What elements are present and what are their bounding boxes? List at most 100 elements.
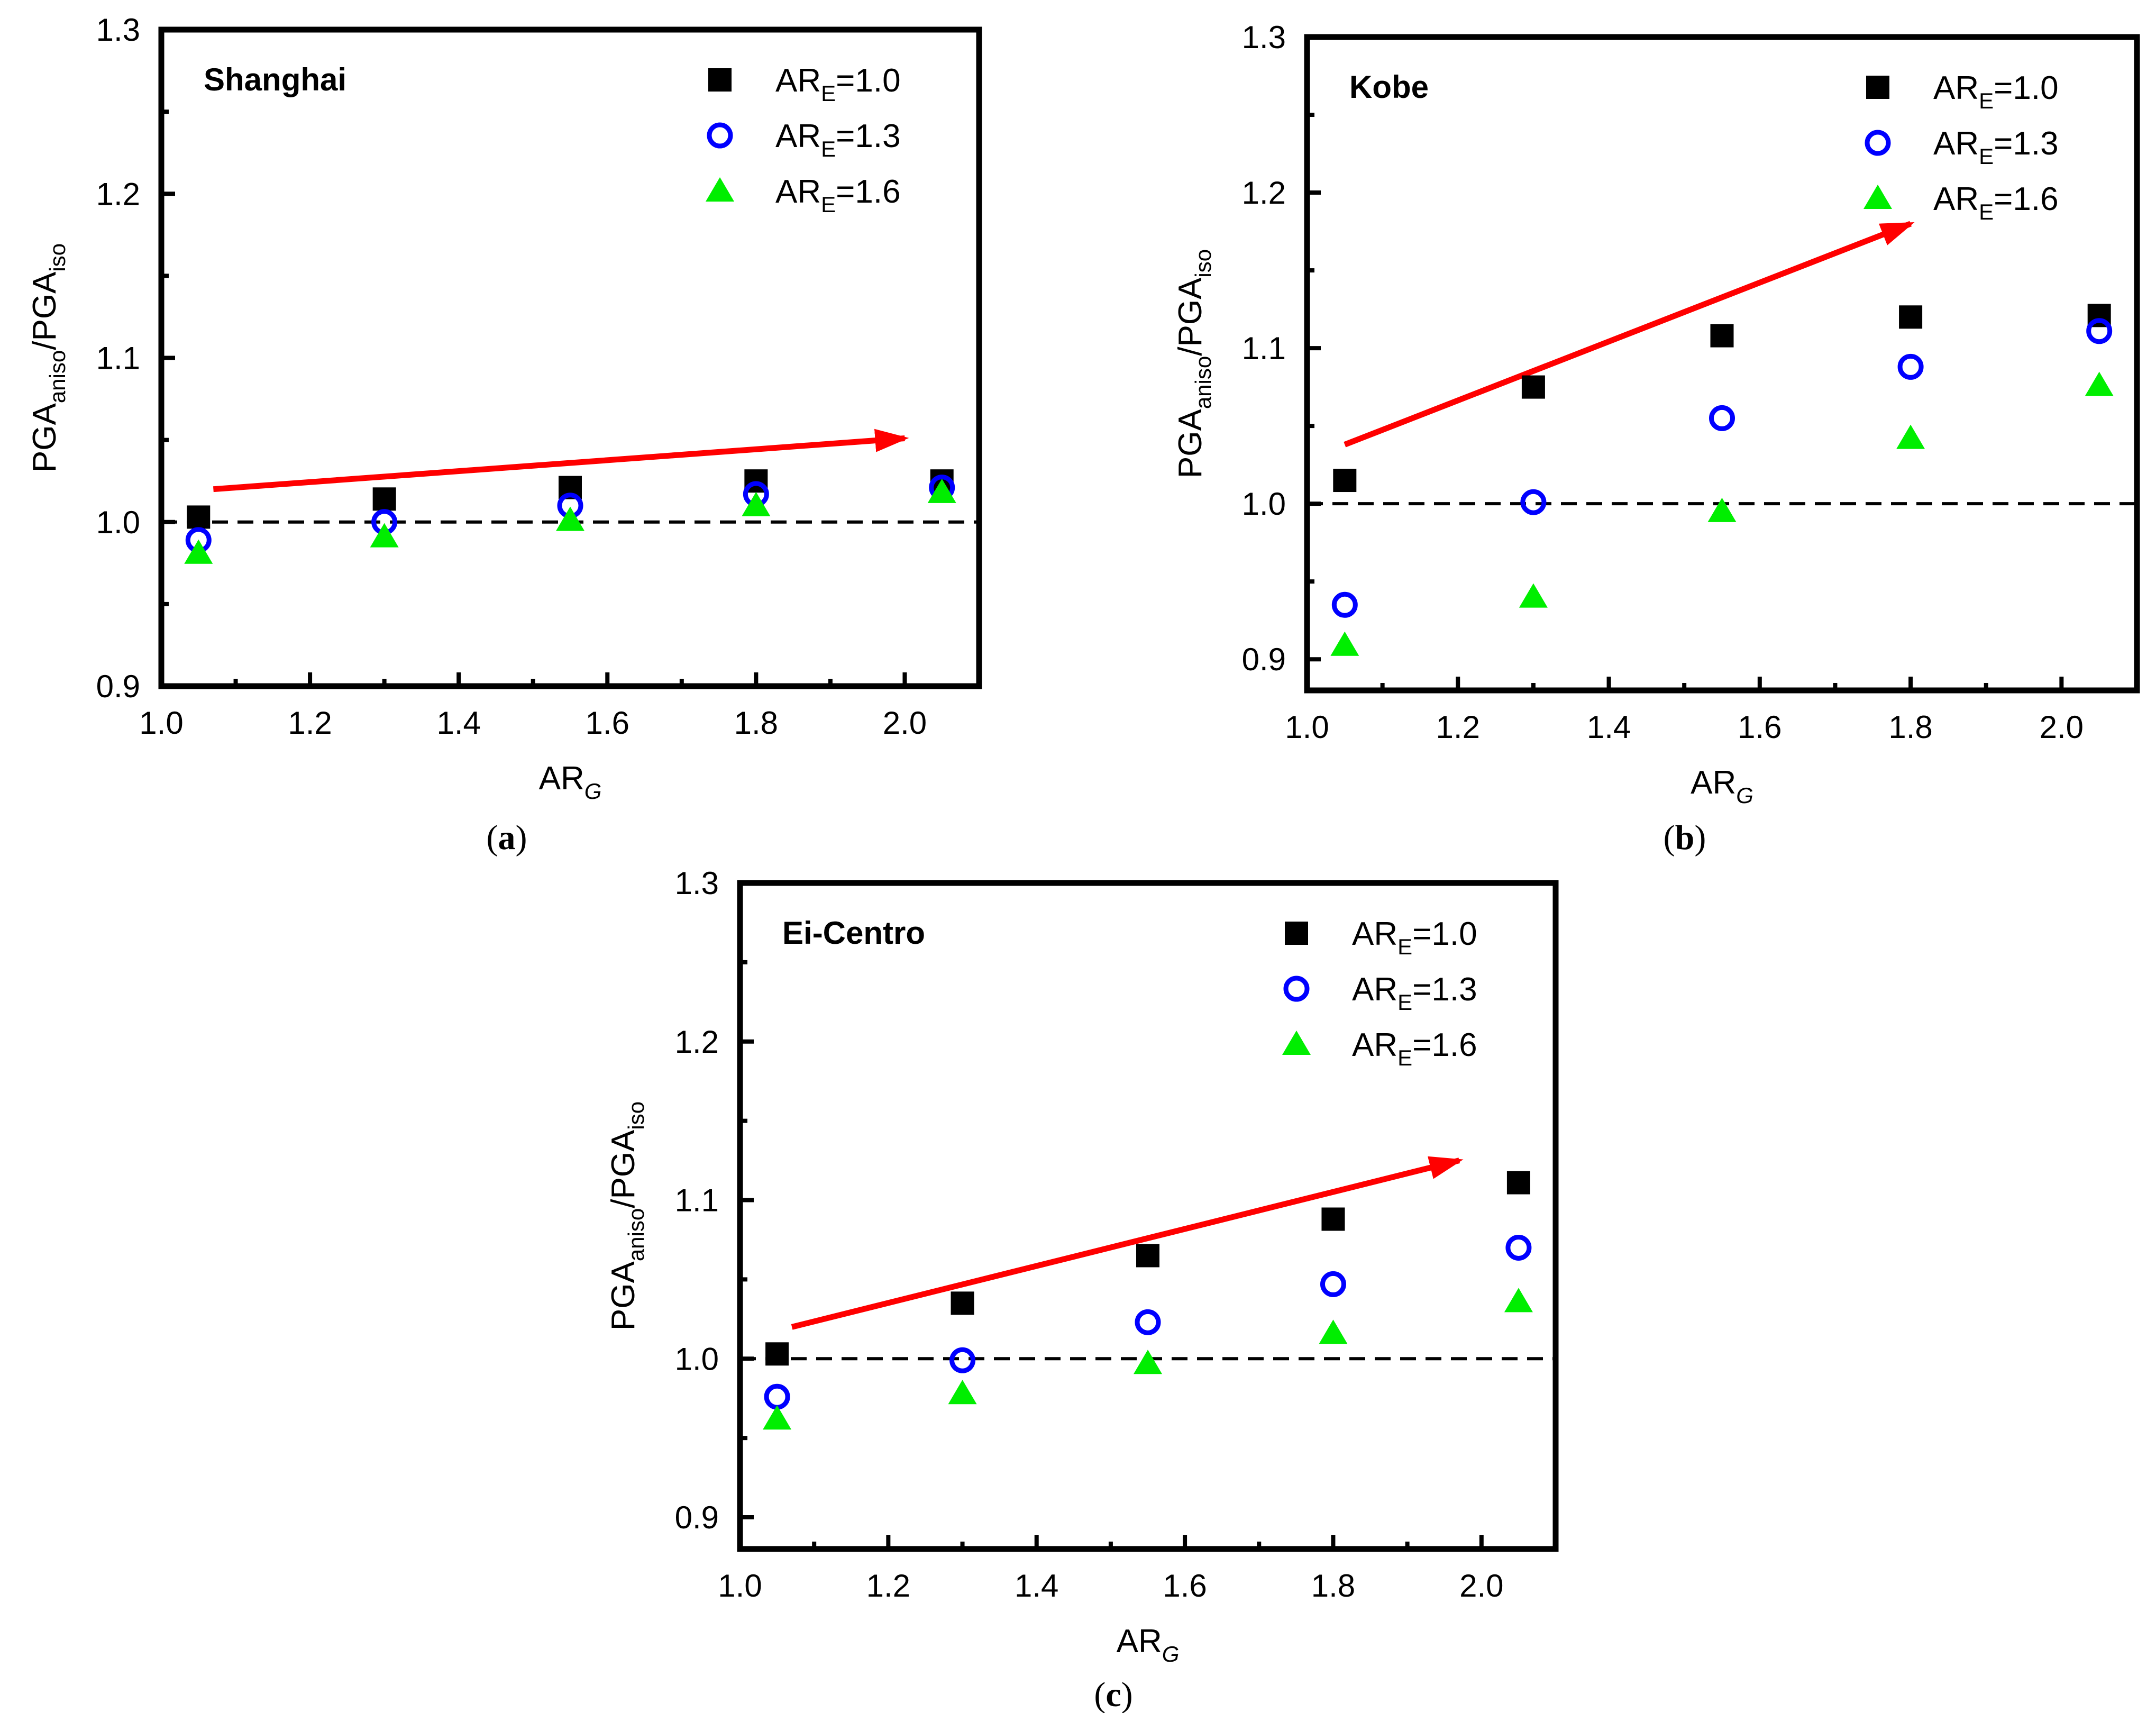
legend-label: ARE=1.6 xyxy=(1352,1027,1477,1070)
x-tick-label: 1.2 xyxy=(866,1568,910,1603)
data-point-circle xyxy=(764,1383,790,1410)
legend-marker-triangle xyxy=(706,177,734,202)
legend-label-sub: E xyxy=(1397,1045,1412,1070)
data-point-triangle xyxy=(1896,424,1925,449)
x-axis-label-main: AR xyxy=(1117,1623,1162,1660)
x-tick-label: 1.4 xyxy=(1587,709,1631,745)
legend-label-main: AR xyxy=(775,62,821,99)
data-point-square xyxy=(1506,1171,1530,1195)
legend-label-main: AR xyxy=(1933,70,1979,106)
legend-marker-circle xyxy=(1283,976,1310,1002)
data-point-triangle xyxy=(1504,1288,1533,1313)
legend-marker-square xyxy=(1866,76,1889,99)
data-point-square xyxy=(1521,375,1545,399)
panel-caption: (a) xyxy=(487,818,527,857)
legend-label-sub: E xyxy=(1397,990,1412,1015)
caption-open: ( xyxy=(1664,818,1675,857)
x-axis-label: ARG xyxy=(539,760,602,804)
data-point-circle xyxy=(1505,1234,1532,1261)
legend-label-value: =1.3 xyxy=(836,118,900,154)
legend-label-main: AR xyxy=(1933,125,1979,162)
legend-label-sub: E xyxy=(1397,934,1412,959)
x-axis-label-main: AR xyxy=(1691,764,1736,801)
legend-marker-triangle xyxy=(1863,185,1892,209)
x-tick-label: 1.0 xyxy=(718,1568,762,1603)
caption-letter: c xyxy=(1106,1675,1121,1713)
y-tick-label: 0.9 xyxy=(675,1500,719,1535)
y-tick-label: 1.2 xyxy=(96,176,140,212)
legend-label-sub: E xyxy=(821,81,836,106)
chart-panel-b: 1.0 1.2 1.4 1.6 1.8 2.00.91.01.11.21.3ARGPGAa… xyxy=(1172,20,2140,857)
data-point-square xyxy=(951,1291,974,1315)
data-point-square xyxy=(1136,1244,1159,1268)
y-tick-label: 1.1 xyxy=(675,1183,719,1218)
y-tick-label: 1.3 xyxy=(96,12,140,48)
caption-open: ( xyxy=(1094,1675,1106,1713)
x-tick-label: 2.0 xyxy=(1459,1568,1503,1603)
x-axis-label-sub: G xyxy=(1736,783,1753,808)
data-point-triangle xyxy=(1519,583,1548,608)
y-tick-label: 1.3 xyxy=(1242,20,1286,55)
legend-label: ARE=1.0 xyxy=(1933,70,2059,113)
legend-label-value: =1.0 xyxy=(836,62,900,99)
data-point-triangle xyxy=(742,491,771,516)
caption-letter: b xyxy=(1675,818,1695,857)
data-point-triangle xyxy=(763,1405,792,1430)
legend-label-main: AR xyxy=(1352,1027,1397,1063)
y-axis-label-sub2: iso xyxy=(1191,249,1216,278)
data-point-triangle xyxy=(1707,497,1737,522)
legend-label: ARE=1.0 xyxy=(1352,916,1477,959)
legend-label-main: AR xyxy=(775,174,821,210)
caption-close: ) xyxy=(516,818,527,857)
data-point-triangle xyxy=(1330,631,1359,656)
x-tick-label: 1.2 xyxy=(288,705,332,741)
x-axis-label-sub: G xyxy=(584,779,602,804)
legend-label: ARE=1.6 xyxy=(1933,181,2059,224)
series-square xyxy=(1333,304,2111,493)
data-point-circle xyxy=(1135,1309,1161,1335)
panel-caption: (b) xyxy=(1664,818,1706,857)
data-point-circle xyxy=(1520,489,1547,515)
data-point-square xyxy=(765,1342,789,1366)
x-tick-label: 1.2 xyxy=(1436,709,1480,745)
y-tick-label: 1.2 xyxy=(675,1024,719,1060)
legend-label-main: AR xyxy=(1352,971,1397,1008)
x-tick-label: 2.0 xyxy=(2040,709,2084,745)
data-point-circle xyxy=(2086,318,2113,344)
legend-label-main: AR xyxy=(1933,181,1979,217)
data-point-triangle xyxy=(948,1380,977,1405)
data-point-circle xyxy=(1320,1271,1346,1297)
panel-title: Ei-Centro xyxy=(782,915,925,951)
trend-arrow xyxy=(791,1156,1464,1330)
y-tick-label: 1.1 xyxy=(1242,331,1286,366)
legend-label: ARE=1.3 xyxy=(1352,971,1477,1015)
data-point-square xyxy=(187,505,211,529)
legend-label: ARE=1.6 xyxy=(775,174,901,217)
y-axis-label-separator: /PGA xyxy=(26,271,63,350)
x-tick-label: 1.0 xyxy=(139,705,183,741)
caption-open: ( xyxy=(487,818,498,857)
data-point-square xyxy=(1333,469,1357,493)
data-point-circle xyxy=(949,1347,976,1373)
legend-label-value: =1.3 xyxy=(1994,125,2058,162)
legend-marker-triangle xyxy=(1282,1031,1311,1055)
x-tick-label: 1.8 xyxy=(734,705,778,741)
caption-letter: a xyxy=(498,818,516,857)
x-tick-label: 2.0 xyxy=(883,705,927,741)
y-axis-label-separator: /PGA xyxy=(1172,277,1209,356)
y-axis-label: PGAaniso/PGAiso xyxy=(1172,249,1216,478)
x-tick-label: 1.4 xyxy=(1015,1568,1058,1603)
legend-label-sub: E xyxy=(1979,144,1994,169)
y-axis-label-sub1: aniso xyxy=(1191,356,1216,409)
data-point-triangle xyxy=(184,539,213,564)
data-point-circle xyxy=(1709,405,1735,431)
y-axis-label-main: PGA xyxy=(1172,409,1209,479)
x-axis-label-main: AR xyxy=(539,760,584,797)
y-tick-label: 1.0 xyxy=(675,1341,719,1377)
legend-label-value: =1.0 xyxy=(1412,916,1477,952)
caption-close: ) xyxy=(1121,1675,1133,1713)
x-tick-label: 1.4 xyxy=(436,705,480,741)
chart-panel-a: 1.0 1.2 1.4 1.6 1.8 2.00.91.01.11.21.3ARGPGAa… xyxy=(26,12,982,857)
data-point-circle xyxy=(1897,353,1924,380)
data-point-square xyxy=(1710,324,1734,348)
